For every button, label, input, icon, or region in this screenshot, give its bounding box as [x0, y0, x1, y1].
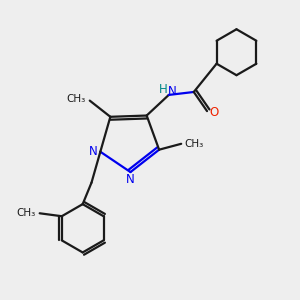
Text: N: N	[126, 173, 135, 186]
Text: N: N	[168, 85, 177, 98]
Text: CH₃: CH₃	[185, 139, 204, 149]
Text: CH₃: CH₃	[67, 94, 86, 104]
Text: N: N	[88, 145, 98, 158]
Text: H: H	[159, 83, 168, 96]
Text: O: O	[210, 106, 219, 119]
Text: CH₃: CH₃	[17, 208, 36, 218]
